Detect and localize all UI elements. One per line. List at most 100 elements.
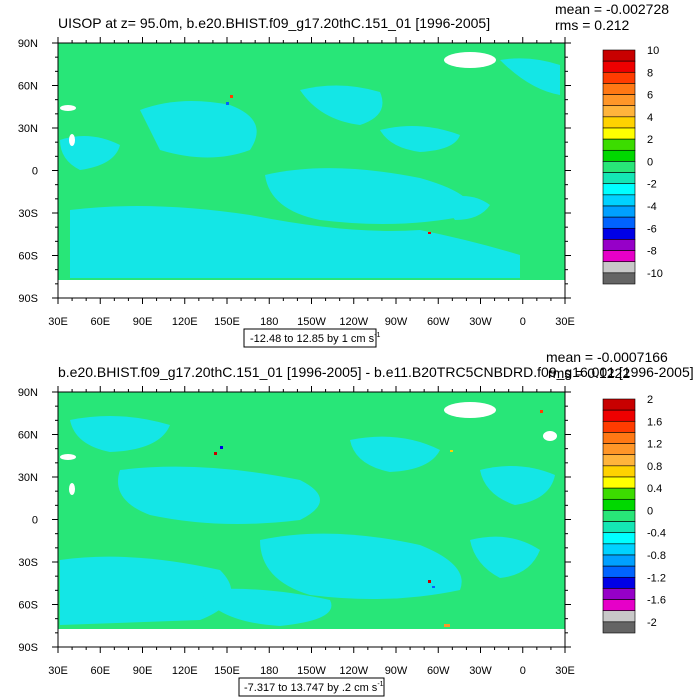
y-tick-label: 30S bbox=[18, 208, 38, 220]
y-tick-label: 30S bbox=[18, 557, 38, 569]
panel-2: b.e20.BHIST.f09_g17.20thC.151_01 [1996-2… bbox=[18, 349, 694, 697]
y-tick-label: 0 bbox=[32, 515, 38, 527]
x-tick-label: 120E bbox=[172, 665, 198, 677]
colorbar-swatch bbox=[602, 127, 636, 140]
panel-2-map bbox=[58, 392, 565, 647]
colorbar-swatch bbox=[602, 498, 636, 511]
colorbar-swatch bbox=[602, 588, 636, 600]
colorbar-swatch bbox=[602, 71, 636, 84]
x-tick-label: 90W bbox=[385, 316, 408, 328]
x-tick-label: 30E bbox=[48, 665, 68, 677]
colorbar-swatch bbox=[602, 510, 636, 522]
colorbar-label: -0.8 bbox=[647, 550, 666, 562]
y-tick-label: 60S bbox=[18, 251, 38, 263]
panel-1-range-box bbox=[243, 328, 377, 348]
colorbar-label: 0.8 bbox=[647, 461, 662, 473]
colorbar-swatch bbox=[602, 250, 636, 263]
panel-1-extremes bbox=[226, 95, 431, 234]
x-tick-label: 180 bbox=[260, 316, 278, 328]
colorbar-swatch bbox=[602, 465, 636, 478]
x-tick-label: 150W bbox=[297, 316, 326, 328]
colorbar-swatch bbox=[602, 565, 636, 578]
y-tick-label: 60S bbox=[18, 600, 38, 612]
colorbar-swatch bbox=[602, 205, 636, 218]
x-tick-label: 120W bbox=[339, 665, 368, 677]
colorbar-swatch bbox=[602, 116, 636, 129]
x-tick-label: 60E bbox=[90, 316, 110, 328]
panel-1-map bbox=[58, 43, 565, 298]
colorbar-swatch bbox=[602, 443, 636, 456]
colorbar-swatch bbox=[602, 432, 636, 444]
colorbar-label: 1.2 bbox=[647, 439, 662, 451]
x-tick-label: 30E bbox=[555, 665, 575, 677]
panel-2-value-patches bbox=[60, 416, 555, 626]
colorbar-swatch bbox=[602, 94, 636, 107]
colorbar-swatch bbox=[602, 172, 636, 185]
colorbar-swatch bbox=[602, 239, 636, 251]
panel-1-ticks: 30E 60E 90E 120E 150E 180 150W 120W 90W 60W 30W 0 30… bbox=[18, 37, 575, 328]
colorbar-swatch bbox=[602, 83, 636, 95]
colorbar-label: -6 bbox=[647, 223, 657, 235]
colorbar-swatch bbox=[602, 543, 636, 556]
x-tick-label: 60W bbox=[427, 316, 450, 328]
colorbar-swatch bbox=[602, 621, 636, 634]
colorbar-swatch bbox=[602, 532, 636, 545]
panel-2-colorbar: 2 1.6 1.2 0.8 0.4 0 -0.4 -0.8 -1.2 -1.6 -2 bbox=[602, 394, 666, 634]
panel-1-range-label: -12.48 to 12.85 by 1 cm s-1 bbox=[250, 332, 380, 345]
colorbar-swatch bbox=[602, 420, 636, 433]
x-tick-label: 90E bbox=[133, 665, 153, 677]
x-tick-label: 180 bbox=[260, 665, 278, 677]
y-tick-label: 90N bbox=[18, 38, 38, 50]
colorbar-swatch bbox=[602, 610, 636, 623]
colorbar-swatch bbox=[602, 60, 636, 73]
y-tick-label: 30N bbox=[18, 472, 38, 484]
colorbar-label: 8 bbox=[647, 67, 653, 79]
panel-2-ticks: 30E 60E 90E 120E 150E 180 150W 120W 90W 60W 30W 0 30… bbox=[18, 386, 575, 677]
colorbar-label: 4 bbox=[647, 112, 653, 124]
panel-1-colorbar: 10 8 6 4 2 0 -2 -4 -6 -8 -10 bbox=[602, 45, 663, 285]
colorbar-swatch bbox=[602, 261, 636, 274]
colorbar-swatch bbox=[602, 105, 636, 118]
x-tick-label: 30W bbox=[469, 665, 492, 677]
x-tick-label: 30W bbox=[469, 316, 492, 328]
x-tick-label: 30E bbox=[48, 316, 68, 328]
panel-2-extremes bbox=[214, 410, 543, 627]
y-tick-label: 90S bbox=[18, 642, 38, 654]
panel-1: UISOP at z= 95.0m, b.e20.BHIST.f09_g17.2… bbox=[18, 1, 669, 348]
colorbar-label: 10 bbox=[647, 45, 659, 57]
panel-1-mean: mean = -0.002728 bbox=[555, 1, 669, 17]
x-tick-label: 150E bbox=[214, 665, 240, 677]
x-tick-label: 0 bbox=[520, 665, 526, 677]
colorbar-label: -2 bbox=[647, 617, 657, 629]
colorbar-swatch bbox=[602, 227, 636, 240]
colorbar-swatch bbox=[602, 454, 636, 467]
y-tick-label: 60N bbox=[18, 430, 38, 442]
x-tick-label: 60E bbox=[90, 665, 110, 677]
panel-2-mean: mean = -0.0007166 bbox=[546, 349, 668, 365]
colorbar-label: -4 bbox=[647, 201, 657, 213]
panel-2-range-box bbox=[238, 677, 385, 697]
y-tick-label: 90S bbox=[18, 293, 38, 305]
colorbar-swatch bbox=[602, 49, 636, 62]
colorbar-swatch bbox=[602, 161, 636, 173]
x-tick-label: 120E bbox=[172, 316, 198, 328]
colorbar-label: -10 bbox=[647, 268, 663, 280]
x-tick-label: 120W bbox=[339, 316, 368, 328]
colorbar-label: -0.4 bbox=[647, 528, 666, 540]
x-tick-label: 90W bbox=[385, 665, 408, 677]
colorbar-label: 0 bbox=[647, 505, 653, 517]
x-tick-label: 150E bbox=[214, 316, 240, 328]
x-tick-label: 150W bbox=[297, 665, 326, 677]
colorbar-label: -2 bbox=[647, 179, 657, 191]
x-tick-label: 60W bbox=[427, 665, 450, 677]
colorbar-label: 2 bbox=[647, 394, 653, 406]
colorbar-swatch bbox=[602, 149, 636, 162]
colorbar-swatch bbox=[602, 183, 636, 196]
colorbar-swatch bbox=[602, 138, 636, 151]
panel-1-value-patches bbox=[60, 58, 560, 278]
colorbar-swatch bbox=[602, 487, 636, 500]
colorbar-label: 0 bbox=[647, 156, 653, 168]
x-tick-label: 0 bbox=[520, 316, 526, 328]
x-tick-label: 30E bbox=[555, 316, 575, 328]
colorbar-swatch bbox=[602, 521, 636, 534]
